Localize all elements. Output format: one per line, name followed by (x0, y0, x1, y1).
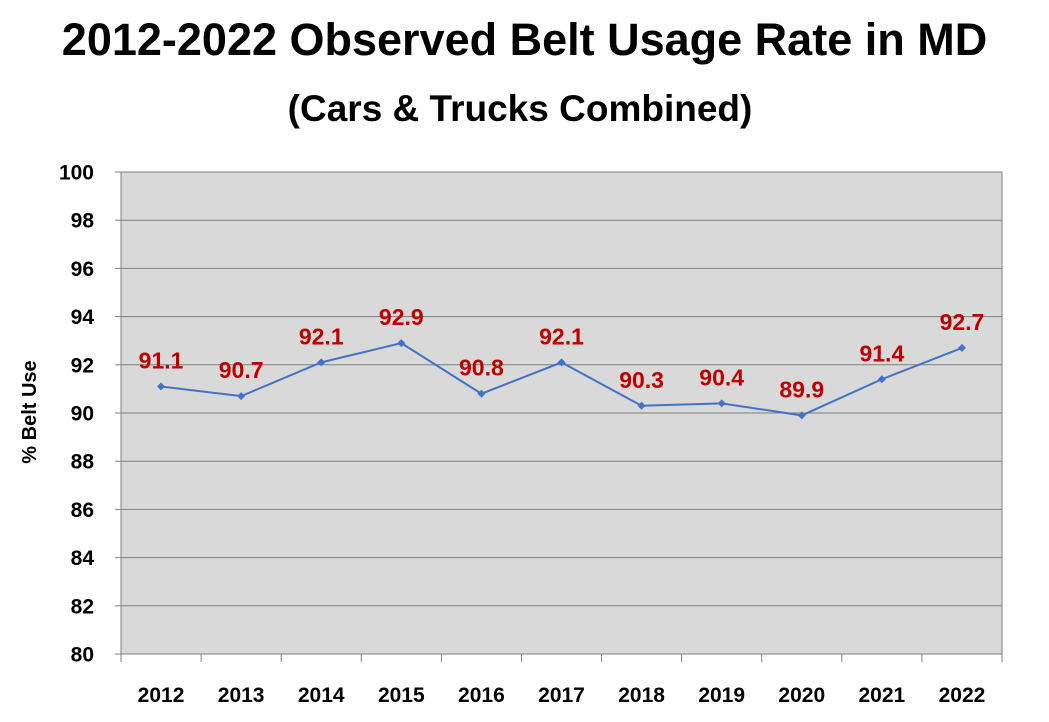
chart-title: 2012-2022 Observed Belt Usage Rate in MD (61, 14, 988, 65)
data-label: 90.4 (699, 364, 744, 390)
data-point-marker (157, 382, 166, 391)
x-tick-label: 2019 (698, 684, 745, 707)
data-label: 92.7 (940, 309, 985, 335)
x-tick-label: 2018 (618, 684, 665, 707)
y-tick-label: 92 (71, 354, 94, 377)
data-point-marker (237, 392, 246, 401)
data-label: 92.9 (379, 304, 424, 330)
data-point-marker (717, 399, 726, 408)
x-tick-label: 2012 (138, 684, 185, 707)
x-tick-label: 2020 (778, 684, 825, 707)
data-label: 90.8 (459, 355, 504, 381)
data-point-marker (797, 411, 806, 420)
y-tick-label: 94 (71, 306, 95, 329)
x-tick-label: 2014 (298, 684, 345, 707)
data-point-marker (397, 339, 406, 348)
x-tick-label: 2013 (218, 684, 265, 707)
y-tick-label: 84 (71, 547, 95, 570)
data-point-marker (557, 358, 566, 367)
x-tick-label: 2021 (859, 684, 906, 707)
data-label: 92.1 (539, 323, 584, 349)
x-tick-label: 2017 (538, 684, 585, 707)
series-line-group (157, 339, 966, 420)
data-label: 91.1 (139, 347, 184, 373)
data-label: 90.7 (219, 357, 264, 383)
y-tick-label: 96 (71, 258, 94, 281)
data-label: 91.4 (859, 340, 904, 366)
y-axis-label: % Belt Use (19, 360, 41, 463)
y-tick-label: 98 (71, 210, 95, 233)
x-tick-label: 2022 (939, 684, 986, 707)
x-tick-label: 2016 (458, 684, 505, 707)
data-label: 92.1 (299, 323, 344, 349)
y-tick-label: 80 (71, 644, 94, 667)
data-point-marker (637, 401, 646, 410)
data-point-marker (477, 389, 486, 398)
x-tick-label: 2015 (378, 684, 425, 707)
chart-subtitle: (Cars & Trucks Combined) (287, 88, 753, 129)
y-tick-label: 86 (71, 499, 94, 522)
x-axis-tick-labels: 2012 2013 2014 2015 2016 2017 2018 2019 2020 2021… (138, 684, 986, 707)
axes (120, 171, 1003, 662)
data-point-marker (317, 358, 326, 367)
data-point-marker (957, 343, 966, 352)
y-tick-label: 90 (71, 403, 94, 426)
data-label: 90.3 (619, 367, 664, 393)
data-label: 89.9 (779, 376, 824, 402)
data-point-marker (877, 375, 886, 384)
data-label-group: 91.1 90.7 92.1 92.9 90.8 92.1 90.3 90.4 89.9 91.4… (139, 304, 985, 402)
y-tick-label: 82 (71, 595, 94, 618)
y-axis-tick-labels: 80 82 84 86 88 90 92 94 96 98 100 (59, 162, 94, 667)
y-tick-label: 100 (59, 162, 94, 185)
y-tick-label: 88 (71, 451, 95, 474)
